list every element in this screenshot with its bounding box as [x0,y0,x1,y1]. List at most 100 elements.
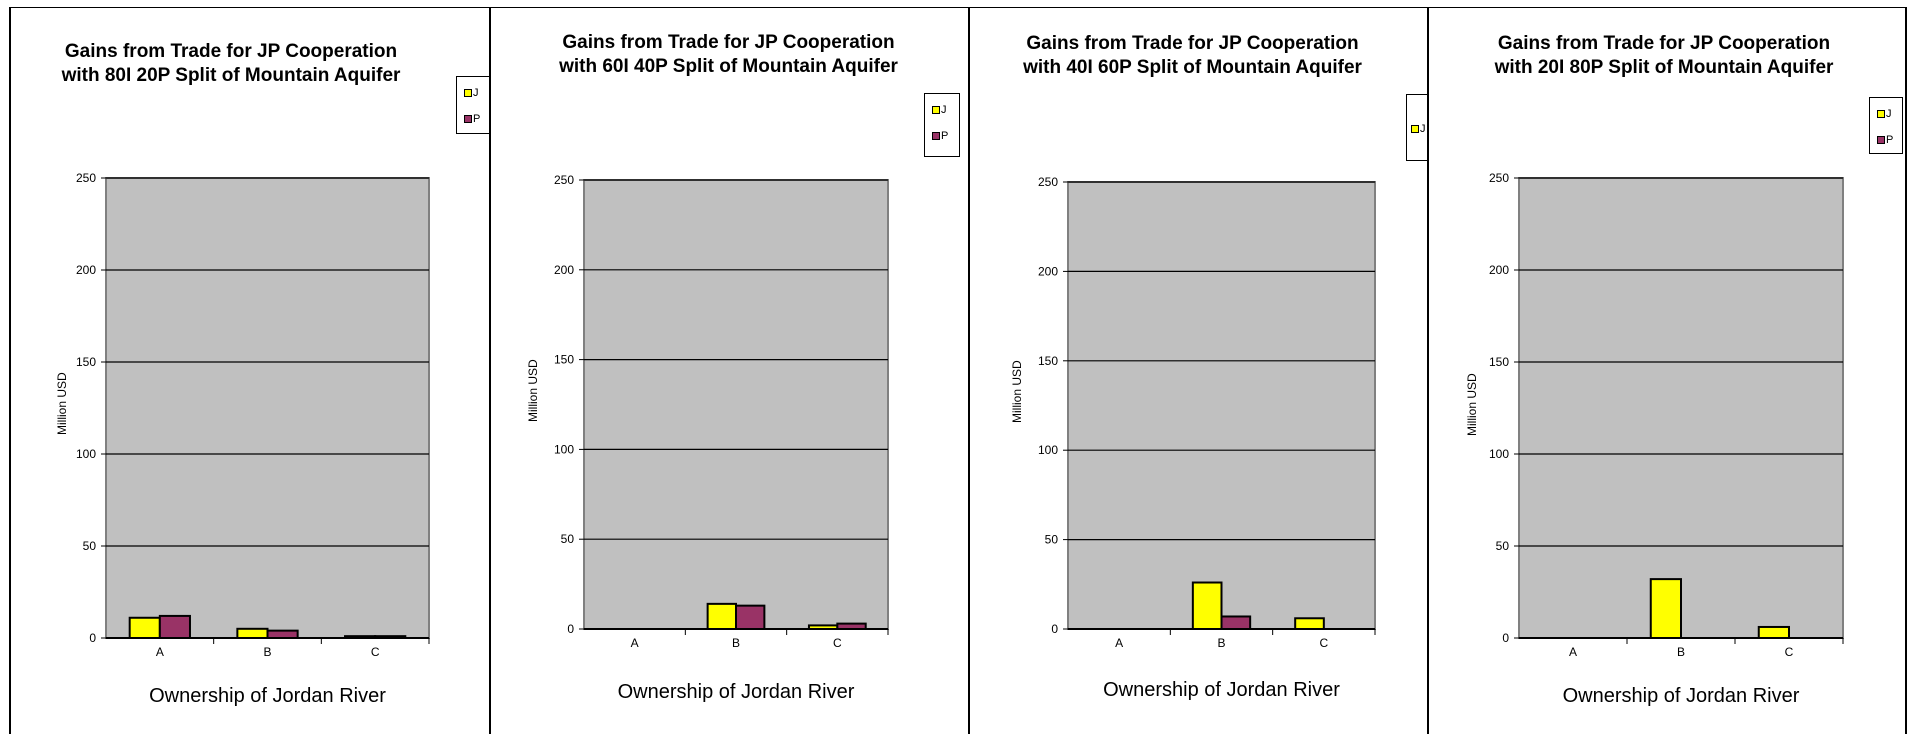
y-tick-label: 150 [1038,354,1058,368]
y-tick-label: 250 [554,173,574,187]
legend-item-J: J [932,104,947,116]
chart-panel-2: Gains from Trade for JP Cooperation with… [489,7,970,734]
legend-item-P: P [932,130,948,142]
x-tick-label: C [371,645,380,659]
y-tick-label: 200 [554,263,574,277]
plot-area [1067,181,1376,630]
y-tick-label: 0 [1502,631,1509,645]
x-tick-label: B [732,636,740,650]
bar-P-C [374,635,407,639]
x-axis-title: Ownership of Jordan River [617,681,855,703]
bar-J-C [1757,625,1791,640]
legend-swatch-icon [1877,136,1885,144]
x-tick-label: B [1217,636,1225,650]
y-tick-label: 50 [1045,533,1059,547]
x-axis-title: Ownership of Jordan River [1562,685,1800,707]
legend-swatch-icon [932,132,940,140]
chart-svg: 0 50 100 150 200 250 A B C [1489,171,1844,659]
bar-J-B [1649,578,1682,639]
chart-title: Gains from Trade for JP Cooperation with… [1494,33,1834,78]
chart-panel-3: Gains from Trade for JP Cooperation with… [968,7,1429,734]
x-tick-label: A [631,636,639,650]
bar-P-A [158,614,191,639]
legend-swatch-icon [464,89,472,97]
legend-label: J [941,104,947,116]
x-tick-label: A [1569,645,1577,659]
legend-item-J: J [1877,108,1892,120]
x-tick-label: C [1785,645,1794,659]
legend-label: J [473,87,479,99]
bar-P-B [266,629,299,640]
x-tick-label: C [833,636,842,650]
x-tick-label: B [1677,645,1685,659]
legend-swatch-icon [464,115,472,123]
y-tick-label: 50 [561,532,575,546]
y-tick-label: 150 [76,355,96,369]
bar-P-C [836,622,867,630]
y-tick-label: 200 [1489,263,1509,277]
legend-swatch-icon [1877,110,1885,118]
bar-J-B [236,627,269,639]
plot-area [1518,177,1844,639]
x-tick-label: B [263,645,271,659]
bar-J-A [128,616,161,640]
bar-J-B [706,602,737,631]
legend-label: P [473,113,481,125]
y-tick-label: 250 [1489,171,1509,185]
y-tick-label: 50 [83,539,97,553]
chart-title: Gains from Trade for JP Cooperation with… [61,41,401,86]
bar-P-B [735,604,766,630]
y-axis-title: Million USD [526,359,540,422]
legend-item-P: P [1877,134,1893,146]
legend-item-J: J [1411,123,1426,135]
legend-label: J [1886,108,1892,120]
legend-label: J [1420,122,1426,135]
chart-svg: 0 50 100 150 200 250 A B C [554,173,889,650]
bar-J-C [807,624,839,631]
bar-J-C [1294,617,1325,630]
y-tick-label: 50 [1496,539,1510,553]
plot-area [105,177,430,639]
bar-J-B [1191,581,1223,631]
x-axis-title: Ownership of Jordan River [1103,679,1340,701]
x-tick-label: A [1115,636,1123,650]
y-axis-title: Million USD [1010,360,1024,423]
legend: JP [1406,94,1429,161]
y-axis-title: Million USD [1465,373,1479,436]
y-tick-label: 100 [76,447,96,461]
y-tick-label: 150 [1489,355,1509,369]
legend-item-P: P [464,113,480,125]
x-tick-label: A [156,645,164,659]
x-axis-title: Ownership of Jordan River [149,685,386,707]
chart-svg: 0 50 100 150 200 250 A B C [76,171,430,659]
y-tick-label: 0 [89,631,96,645]
y-axis-title: Million USD [55,372,69,435]
y-tick-label: 250 [76,171,96,185]
legend-swatch-icon [932,106,940,114]
y-tick-label: 100 [1489,447,1509,461]
legend-item-J: J [464,87,479,99]
y-tick-label: 200 [76,263,96,277]
chart-panel-4: Gains from Trade for JP Cooperation with… [1427,7,1907,734]
chart-svg: 0 50 100 150 200 250 A B C [1038,175,1376,650]
bar-J-C [344,635,377,639]
y-tick-label: 250 [1038,175,1058,189]
y-tick-label: 100 [554,442,574,456]
bar-P-B [1220,615,1252,631]
y-tick-label: 100 [1038,443,1058,457]
chart-title: Gains from Trade for JP Cooperation with… [559,32,898,77]
legend-swatch-icon [1411,124,1419,133]
legend-label: P [941,130,949,142]
y-tick-label: 150 [554,353,574,367]
legend-label: P [1886,134,1894,146]
y-tick-label: 200 [1038,264,1058,278]
chart-panel-1: Gains from Trade for JP Cooperation with… [9,7,491,734]
y-tick-label: 0 [567,622,574,636]
chart-title: Gains from Trade for JP Cooperation with… [1023,33,1362,78]
y-tick-label: 0 [1051,622,1058,636]
x-tick-label: C [1319,636,1328,650]
plot-area [583,179,889,630]
